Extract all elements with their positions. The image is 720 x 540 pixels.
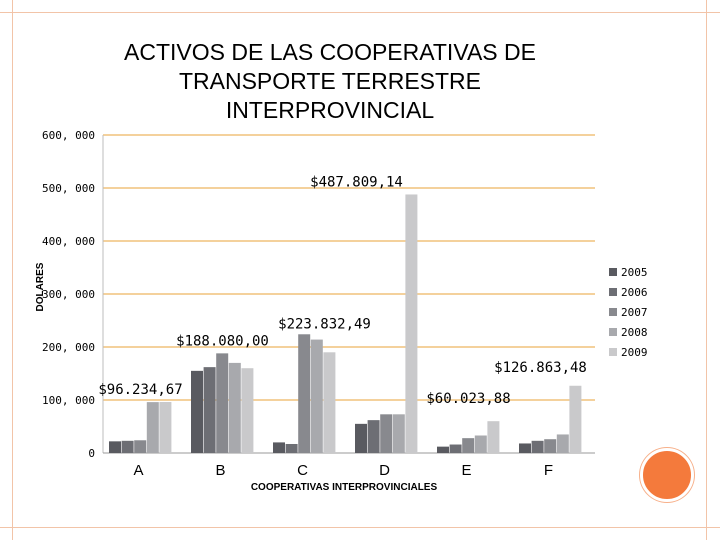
bar (285, 443, 298, 453)
bar (569, 385, 582, 453)
data-label: $96.234,67 (98, 382, 182, 398)
bar (191, 370, 203, 453)
legend-swatch (609, 328, 617, 336)
x-tick-label: B (215, 462, 225, 479)
data-label: $223.832,49 (278, 316, 371, 332)
y-tick-label: 100, 000 (42, 394, 95, 407)
data-label: $188.080,00 (176, 333, 269, 349)
legend-label: 2008 (621, 326, 648, 339)
bar (355, 423, 367, 453)
bar (392, 414, 405, 453)
bar (544, 439, 557, 453)
data-label: $487.809,14 (310, 174, 403, 190)
y-tick-label: 300, 000 (42, 288, 95, 301)
legend-label: 2005 (621, 266, 648, 279)
legend-label: 2007 (621, 306, 648, 319)
bar (367, 420, 380, 453)
x-tick-label: A (133, 462, 143, 479)
bar (146, 402, 159, 453)
frame-left-line (12, 0, 13, 540)
bar (487, 421, 500, 453)
legend-swatch (609, 308, 617, 316)
x-tick-label: D (379, 462, 390, 479)
bar (121, 440, 134, 453)
bar (437, 446, 449, 453)
y-tick-label: 600, 000 (42, 129, 95, 142)
bar (228, 362, 241, 453)
bar (449, 444, 462, 453)
decorative-circle (640, 448, 694, 502)
bar (556, 434, 569, 453)
y-tick-label: 400, 000 (42, 235, 95, 248)
chart-title: ACTIVOS DE LAS COOPERATIVAS DE TRANSPORT… (124, 39, 536, 123)
bar (273, 442, 285, 453)
bar (405, 194, 418, 453)
bar (380, 414, 393, 453)
bar (298, 334, 311, 453)
bar (109, 441, 121, 453)
bar (203, 367, 216, 453)
bar (474, 435, 487, 453)
bar (134, 440, 147, 453)
frame-bottom-line (0, 527, 720, 528)
y-tick-label: 200, 000 (42, 341, 95, 354)
legend-label: 2009 (621, 346, 648, 359)
y-tick-label: 0 (88, 447, 95, 460)
x-axis-title: COOPERATIVAS INTERPROVINCIALES (251, 482, 438, 493)
bar (462, 438, 475, 453)
legend-swatch (609, 268, 617, 276)
y-axis-title: DOLARES (35, 262, 46, 311)
bar (216, 353, 229, 453)
bar (531, 440, 544, 453)
legend-swatch (609, 348, 617, 356)
bar (159, 401, 172, 453)
x-tick-label: C (297, 462, 308, 479)
legend-swatch (609, 288, 617, 296)
x-tick-label: E (461, 462, 471, 479)
frame-top-line (0, 12, 720, 13)
data-label: $60.023,88 (426, 391, 510, 407)
bar (241, 368, 254, 453)
bar (323, 352, 336, 453)
bar (519, 443, 531, 453)
data-label: $126.863,48 (494, 360, 587, 376)
frame-right-line (706, 0, 707, 540)
bar (310, 339, 323, 453)
y-tick-label: 500, 000 (42, 182, 95, 195)
x-tick-label: F (544, 462, 553, 479)
legend-label: 2006 (621, 286, 648, 299)
